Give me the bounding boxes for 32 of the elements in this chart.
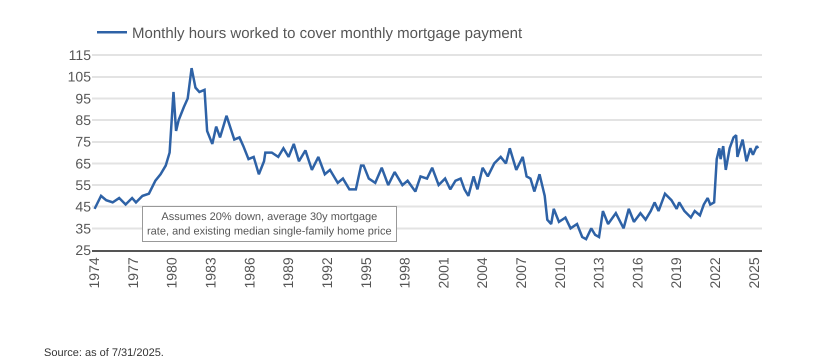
- y-tick-label: 115: [68, 47, 92, 64]
- x-tick-label: 2007: [512, 257, 529, 289]
- y-tick-label: 45: [75, 198, 92, 215]
- y-tick-label: 95: [75, 90, 92, 106]
- x-tick-label: 1983: [202, 257, 219, 289]
- y-tick-label: 25: [75, 242, 92, 258]
- x-tick-label: 1974: [86, 257, 102, 289]
- y-tick-label: 35: [75, 220, 92, 236]
- x-tick-label: 2004: [474, 257, 490, 289]
- annotation: Assumes 20% down, average 30y mortgage rate, and existing median single-family home price: [147, 211, 392, 238]
- y-tick-label: 75: [75, 134, 92, 150]
- y-tick-label: 105: [68, 68, 92, 85]
- x-tick-label: 2016: [629, 257, 646, 289]
- line-series: [93, 66, 760, 240]
- x-tick-label: 1977: [124, 257, 141, 289]
- y-tick-label: 55: [75, 176, 92, 193]
- x-tick-label: 2022: [706, 257, 723, 289]
- source-note: Source: as of 7/31/2025.: [44, 347, 164, 356]
- x-tick-label: 1980: [164, 257, 180, 289]
- x-tick-label: 2013: [590, 257, 607, 289]
- x-tick-label: 2010: [552, 257, 568, 289]
- x-tick-label: 1986: [241, 257, 258, 289]
- y-tick-label: 65: [75, 155, 92, 172]
- y-tick-label: 85: [75, 112, 92, 128]
- x-tick-label: 1995: [358, 257, 374, 289]
- x-tick-label: 1992: [318, 257, 335, 289]
- x-tick-label: 2019: [668, 257, 684, 289]
- legend-label: Monthly hours worked to cover monthly mortgage payment: [132, 25, 524, 42]
- x-tick-label: 2025: [746, 257, 762, 289]
- x-tick-label: 2001: [435, 257, 452, 289]
- x-tick-label: 1989: [280, 257, 296, 289]
- x-tick-label: 1998: [396, 257, 413, 289]
